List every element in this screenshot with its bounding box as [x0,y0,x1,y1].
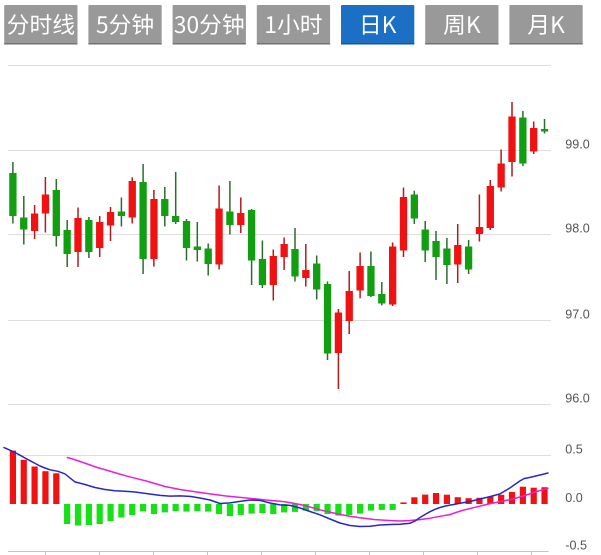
svg-text:-0.5: -0.5 [565,539,587,553]
svg-text:98.0: 98.0 [565,222,590,236]
svg-text:0.5: 0.5 [565,443,583,457]
svg-text:99.0: 99.0 [565,138,590,152]
svg-text:96.0: 96.0 [565,392,590,406]
svg-text:0.0: 0.0 [565,491,583,505]
svg-text:97.0: 97.0 [565,308,590,322]
